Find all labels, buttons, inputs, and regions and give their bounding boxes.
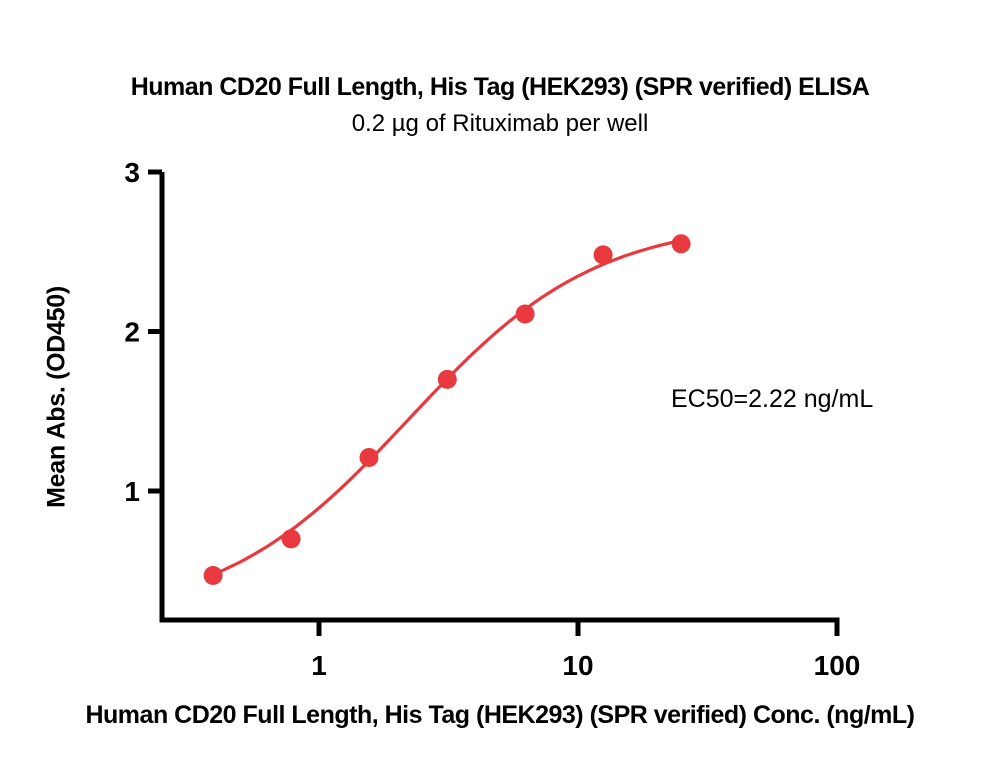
chart-subtitle: 0.2 µg of Rituximab per well bbox=[351, 110, 649, 137]
y-tick-label: 1 bbox=[124, 476, 140, 507]
data-point bbox=[593, 245, 613, 265]
data-point bbox=[359, 448, 379, 467]
x-axis-label: Human CD20 Full Length, His Tag (HEK293)… bbox=[85, 701, 915, 729]
data-point bbox=[203, 566, 223, 585]
fit-curve bbox=[211, 238, 683, 577]
chart-title: Human CD20 Full Length, His Tag (HEK293)… bbox=[130, 73, 870, 101]
x-tick-label: 1 bbox=[311, 650, 327, 681]
ec50-annotation: EC50=2.22 ng/mL bbox=[671, 385, 874, 413]
data-point bbox=[437, 369, 457, 389]
x-tick-label: 10 bbox=[562, 650, 593, 681]
data-point bbox=[671, 234, 691, 254]
y-tick-label: 2 bbox=[124, 317, 140, 348]
data-point bbox=[281, 529, 301, 549]
x-tick-label: 100 bbox=[814, 650, 861, 681]
y-tick-label: 3 bbox=[124, 157, 140, 188]
data-point bbox=[515, 304, 535, 324]
